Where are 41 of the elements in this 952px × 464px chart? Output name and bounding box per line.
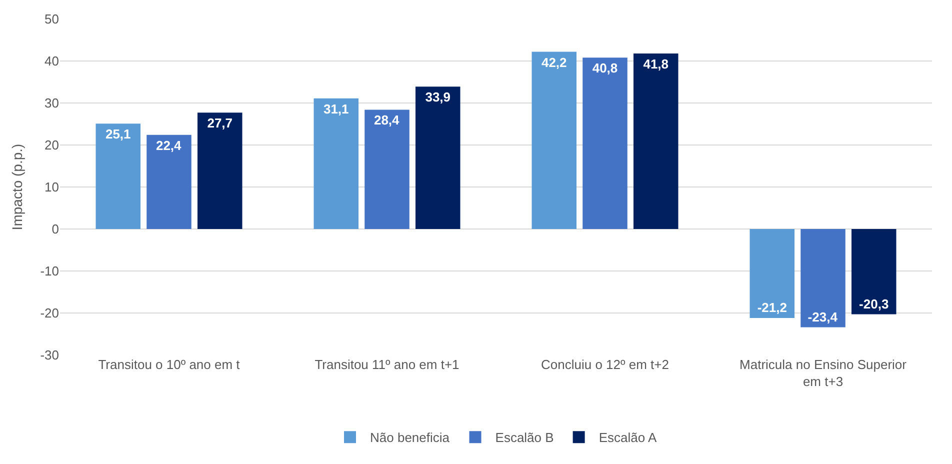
data-label: 40,8 (592, 60, 618, 76)
data-label: 22,4 (156, 138, 182, 153)
bar (96, 124, 141, 229)
data-label: 28,4 (374, 112, 400, 128)
bar (532, 52, 577, 229)
y-tick-label: 30 (44, 96, 59, 111)
y-tick-label: 50 (44, 12, 59, 27)
x-tick-label: Concluiu o 12º em t+2 (541, 357, 669, 372)
bar (314, 98, 359, 229)
bar (582, 58, 628, 229)
y-axis-title: Impacto (p.p.) (9, 144, 25, 230)
bar (800, 229, 846, 328)
y-tick-label: -20 (40, 306, 59, 321)
x-tick-label: Transitou o 10º ano em t (98, 357, 240, 372)
bar (364, 110, 410, 229)
data-label: -23,4 (808, 309, 838, 324)
bar (750, 229, 795, 318)
bar (197, 112, 242, 229)
data-label: -20,3 (859, 296, 889, 312)
y-tick-label: 20 (44, 138, 59, 153)
y-tick-label: -10 (40, 264, 59, 279)
bar (146, 134, 192, 229)
bar (851, 229, 896, 314)
x-tick-label: Transitou 11º ano em t+1 (314, 357, 460, 372)
y-tick-label: 40 (44, 54, 59, 69)
data-label: 42,2 (541, 54, 567, 70)
x-tick-label: Matricula no Ensino Superior em t+3 (740, 357, 908, 389)
data-label: -21,2 (757, 300, 787, 316)
legend-label: Escalão B (495, 430, 554, 446)
data-label: 41,8 (643, 56, 669, 72)
y-tick-label: 0 (52, 222, 59, 237)
y-tick-label: -30 (40, 348, 59, 363)
bar (415, 86, 460, 229)
data-label: 33,9 (425, 90, 451, 105)
y-tick-label: 10 (44, 180, 59, 195)
data-label: 27,7 (207, 116, 233, 131)
data-label: 31,1 (323, 101, 349, 116)
bar (633, 53, 678, 229)
legend-label: Não beneficia (370, 430, 450, 446)
data-label: 25,1 (105, 126, 131, 142)
legend-label: Escalão A (598, 430, 657, 446)
